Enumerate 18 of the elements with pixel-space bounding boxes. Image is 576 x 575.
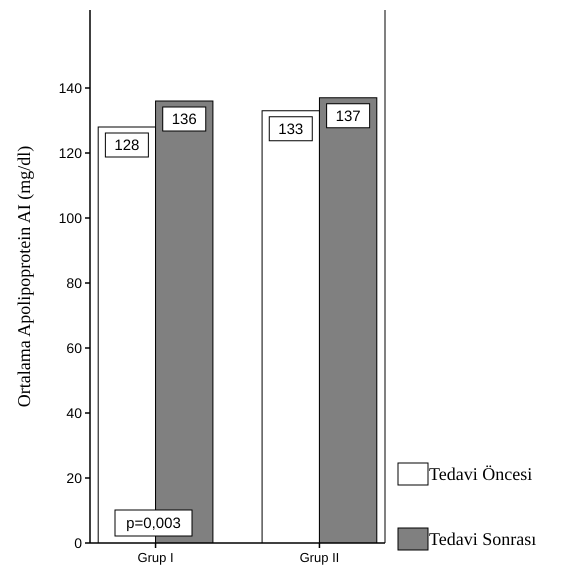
data-label: 136 — [172, 111, 197, 128]
legend-label: Tedavi Öncesi — [429, 464, 532, 484]
x-tick-label: Grup I — [137, 550, 174, 565]
y-tick-label: 80 — [66, 275, 82, 291]
legend-label: Tedavi Sonrası — [429, 529, 536, 549]
y-tick-label: 40 — [66, 405, 82, 421]
y-tick-label: 100 — [58, 210, 82, 226]
y-tick-label: 20 — [66, 470, 82, 486]
y-axis-title: Ortalama Apolipoprotein AI (mg/dl) — [14, 146, 34, 408]
data-label: 128 — [114, 137, 140, 154]
annotation: p=0,003 — [126, 515, 181, 532]
y-tick-label: 140 — [58, 80, 82, 96]
data-label: 133 — [278, 120, 304, 138]
y-tick-label: 120 — [58, 145, 82, 161]
y-tick-label: 60 — [66, 340, 82, 356]
y-tick-label: 0 — [74, 535, 82, 551]
x-tick-label: Grup II — [300, 550, 340, 565]
data-label: 137 — [336, 108, 361, 125]
